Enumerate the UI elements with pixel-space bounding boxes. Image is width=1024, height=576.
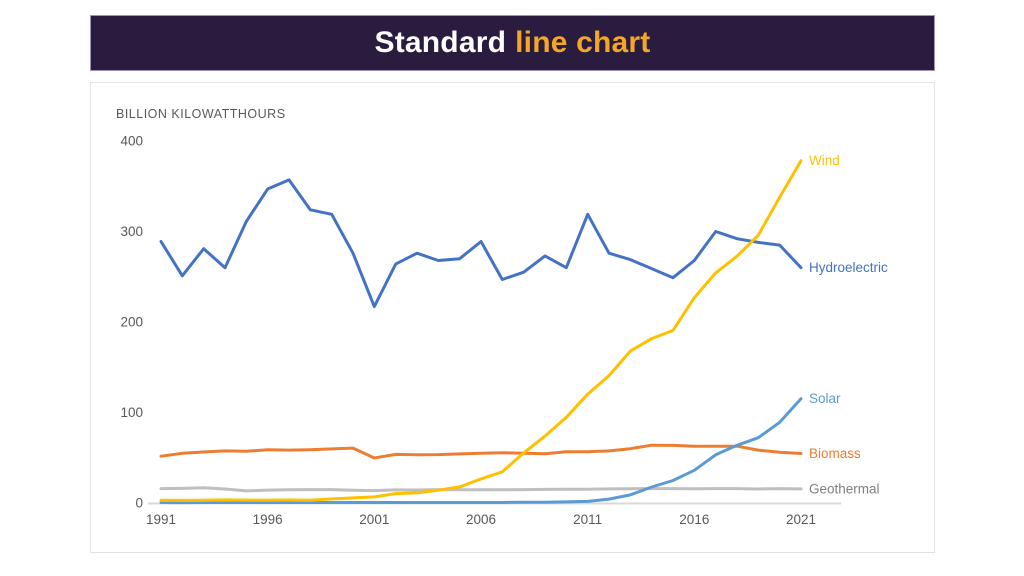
series-line-solar	[159, 397, 803, 505]
x-tick-label-2001: 2001	[359, 512, 389, 527]
title-main: Standard	[374, 26, 507, 59]
series-label-hydroelectric: Hydroelectric	[809, 260, 888, 275]
series-label-wind: Wind	[809, 153, 840, 168]
series-label-biomass: Biomass	[809, 446, 861, 461]
y-tick-label-200: 200	[120, 315, 143, 330]
series-line-hydroelectric	[159, 178, 803, 309]
series-label-geothermal: Geothermal	[809, 481, 880, 496]
x-tick-label-2021: 2021	[786, 512, 816, 527]
chart-panel: 400 300 200 100 0 1991 1996 2001 2006 2011 2016 202…	[90, 82, 935, 553]
title-bar: Standard line chart	[90, 15, 935, 71]
x-tick-label-2006: 2006	[466, 512, 496, 527]
x-tick-label-2016: 2016	[679, 512, 709, 527]
y-axis-unit-label: BILLION KILOWATTHOURS	[116, 107, 286, 121]
series-line-geothermal	[159, 486, 803, 493]
x-tick-label-1991: 1991	[146, 512, 176, 527]
y-tick-label-300: 300	[120, 224, 143, 239]
title-accent: line chart	[515, 26, 651, 59]
x-tick-label-2011: 2011	[573, 512, 602, 527]
x-tick-label-1996: 1996	[253, 512, 283, 527]
series-label-solar: Solar	[809, 391, 841, 406]
y-tick-label-0: 0	[135, 496, 143, 511]
series-line-wind	[159, 159, 803, 502]
y-tick-label-400: 400	[120, 134, 143, 149]
series-line-biomass	[159, 443, 803, 460]
y-tick-label-100: 100	[120, 405, 143, 420]
